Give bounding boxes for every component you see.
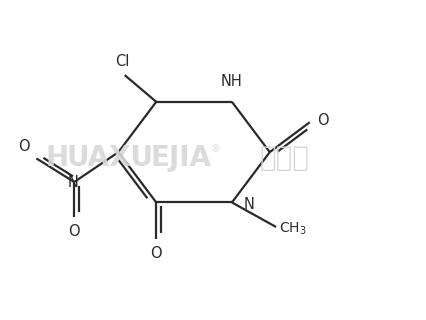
Text: NH: NH bbox=[221, 74, 243, 89]
Text: O: O bbox=[18, 139, 30, 154]
Text: 化学加: 化学加 bbox=[259, 144, 309, 172]
Text: EJIA: EJIA bbox=[151, 144, 212, 172]
Text: CH$_3$: CH$_3$ bbox=[279, 220, 307, 237]
Text: O: O bbox=[317, 113, 329, 128]
Text: H: H bbox=[46, 144, 69, 172]
Text: N: N bbox=[68, 174, 78, 189]
Text: N: N bbox=[244, 196, 255, 212]
Text: O: O bbox=[150, 245, 162, 260]
Text: UAXU: UAXU bbox=[66, 144, 153, 172]
Text: ®: ® bbox=[210, 144, 220, 154]
Text: O: O bbox=[69, 223, 80, 238]
Text: Cl: Cl bbox=[115, 54, 130, 69]
